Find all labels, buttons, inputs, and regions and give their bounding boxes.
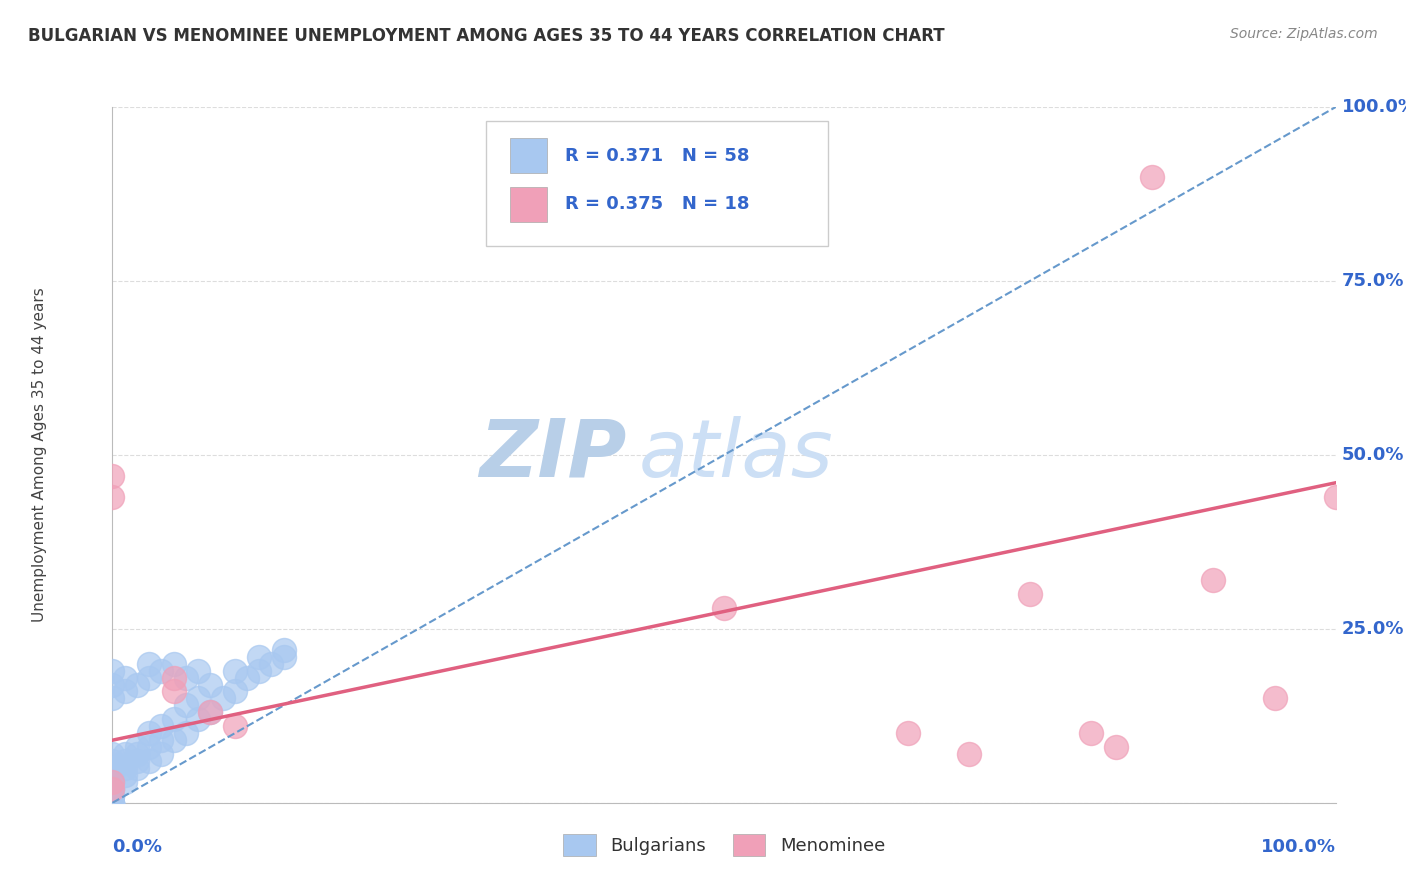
FancyBboxPatch shape (485, 121, 828, 246)
Point (163, 671, 186, 685)
Point (101, 781, 124, 796)
Point (114, 754, 136, 768)
Point (125, 740, 148, 755)
Point (163, 733, 186, 747)
Point (101, 796, 124, 810)
Point (150, 664, 173, 678)
Point (1018, 587, 1040, 601)
Text: R = 0.375   N = 18: R = 0.375 N = 18 (565, 195, 749, 213)
Point (114, 768, 136, 782)
Point (101, 490, 124, 504)
Point (174, 726, 197, 740)
Text: 75.0%: 75.0% (1341, 272, 1405, 290)
Bar (510, 187, 547, 222)
Text: ZIP: ZIP (479, 416, 626, 494)
Point (200, 677, 222, 691)
Point (247, 649, 270, 664)
Bar (510, 138, 547, 173)
Point (150, 733, 173, 747)
Point (247, 664, 270, 678)
Point (101, 775, 124, 789)
Point (101, 781, 124, 796)
Point (101, 789, 124, 803)
Point (114, 775, 136, 789)
Text: R = 0.371   N = 58: R = 0.371 N = 58 (565, 147, 749, 165)
Point (1142, 169, 1164, 184)
Point (125, 761, 148, 775)
Point (174, 671, 197, 685)
Point (1104, 740, 1126, 755)
Point (713, 601, 735, 615)
Point (224, 664, 246, 678)
Text: 50.0%: 50.0% (1341, 446, 1405, 464)
Point (150, 747, 173, 761)
Text: Source: ZipAtlas.com: Source: ZipAtlas.com (1230, 27, 1378, 41)
Text: 100.0%: 100.0% (1341, 98, 1406, 116)
Point (174, 698, 197, 713)
Point (163, 684, 186, 698)
Point (138, 657, 160, 671)
Point (114, 684, 136, 698)
Text: 100.0%: 100.0% (1261, 838, 1336, 855)
Point (1264, 691, 1286, 706)
Point (101, 747, 124, 761)
Point (163, 712, 186, 726)
Point (114, 747, 136, 761)
Point (114, 671, 136, 685)
Text: atlas: atlas (638, 416, 834, 494)
Point (200, 706, 222, 720)
Point (187, 691, 209, 706)
Point (1324, 490, 1347, 504)
Point (150, 719, 173, 733)
Point (1080, 726, 1102, 740)
Point (125, 677, 148, 691)
Point (101, 796, 124, 810)
Point (211, 691, 233, 706)
Point (101, 691, 124, 706)
Point (138, 726, 160, 740)
Point (187, 664, 209, 678)
Point (224, 719, 246, 733)
Point (101, 754, 124, 768)
Point (101, 796, 124, 810)
Point (101, 677, 124, 691)
Point (1202, 573, 1225, 587)
Point (101, 789, 124, 803)
Point (114, 761, 136, 775)
Point (138, 671, 160, 685)
Point (260, 657, 283, 671)
Text: Unemployment Among Ages 35 to 44 years: Unemployment Among Ages 35 to 44 years (31, 287, 46, 623)
Point (273, 649, 295, 664)
Point (273, 642, 295, 657)
Text: 0.0%: 0.0% (112, 838, 163, 855)
Point (163, 657, 186, 671)
Point (897, 726, 920, 740)
Point (236, 671, 259, 685)
Point (101, 781, 124, 796)
Legend: Bulgarians, Menominee: Bulgarians, Menominee (555, 827, 893, 863)
Point (125, 747, 148, 761)
Point (224, 684, 246, 698)
Point (200, 706, 222, 720)
Point (138, 740, 160, 755)
Text: BULGARIAN VS MENOMINEE UNEMPLOYMENT AMONG AGES 35 TO 44 YEARS CORRELATION CHART: BULGARIAN VS MENOMINEE UNEMPLOYMENT AMON… (28, 27, 945, 45)
Point (101, 761, 124, 775)
Point (101, 768, 124, 782)
Point (101, 468, 124, 483)
Text: 25.0%: 25.0% (1341, 620, 1405, 638)
Point (957, 747, 980, 761)
Point (101, 664, 124, 678)
Point (138, 754, 160, 768)
Point (125, 754, 148, 768)
Point (101, 796, 124, 810)
Point (101, 796, 124, 810)
Point (187, 712, 209, 726)
Point (101, 775, 124, 789)
